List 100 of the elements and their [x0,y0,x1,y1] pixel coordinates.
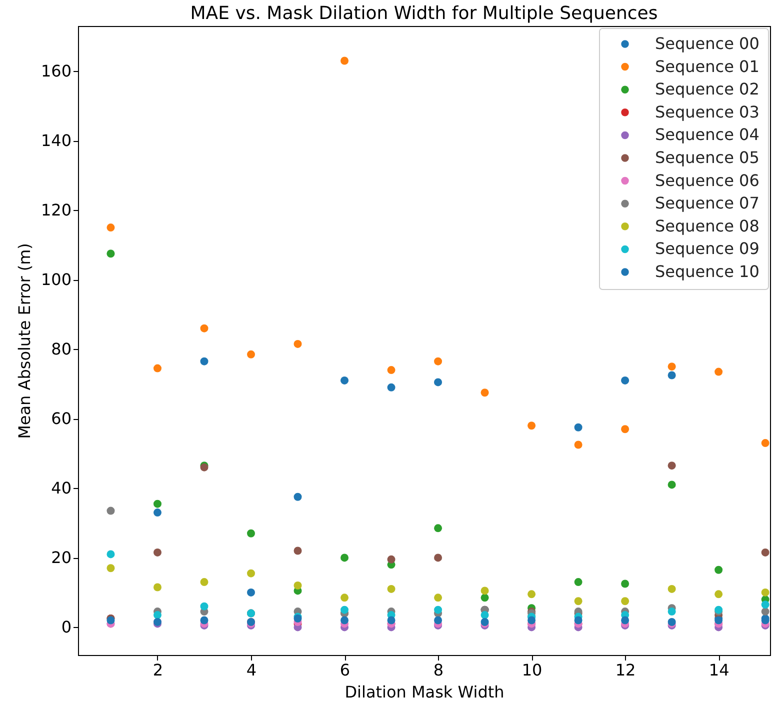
point [387,555,396,564]
point [761,608,770,616]
point [574,423,582,432]
point [340,554,349,562]
point [761,600,770,609]
chart-title: MAE vs. Mask Dilation Width for Multiple Sequences [190,3,658,24]
point [340,56,349,65]
y-tick-label: 100 [40,270,72,290]
point [528,422,536,430]
point [106,250,115,258]
point [387,383,396,392]
point [153,583,162,592]
legend-label: Sequence 07 [655,194,760,213]
legend-label: Sequence 10 [655,262,760,281]
point [621,597,630,606]
legend-label: Sequence 05 [655,148,760,167]
point [247,350,255,358]
y-tick-label: 140 [40,131,72,150]
point [621,376,630,384]
point [574,578,582,586]
point [340,606,349,614]
point [434,357,442,366]
y-tick-label: 20 [51,548,72,568]
legend-label: Sequence 06 [655,170,760,190]
point [340,376,349,384]
point [714,566,723,574]
point [668,371,676,380]
point [153,508,162,517]
point [480,388,489,397]
point [294,582,302,590]
x-axis-title: Dilation Mask Width [344,682,504,702]
x-tick-label: 8 [433,660,444,680]
point [480,611,489,620]
point [480,586,489,595]
point [106,564,115,572]
point [480,594,489,602]
point [200,578,208,586]
point [434,606,442,614]
legend-label: Sequence 08 [655,216,760,236]
y-tick-label: 160 [40,62,72,81]
point [434,524,442,532]
y-tick-label: 120 [40,200,72,220]
point [247,588,255,596]
point [294,546,302,555]
point [574,597,582,606]
point [528,590,536,598]
point [434,594,442,602]
point [574,616,582,624]
point [668,480,676,489]
point [153,611,162,620]
point [434,616,442,624]
point [668,608,676,616]
point [528,616,536,624]
legend-label: Sequence 03 [655,102,760,122]
point [434,554,442,562]
point [200,602,208,610]
x-tick-label: 10 [522,660,542,680]
point [153,548,162,556]
point [106,506,115,515]
point [387,366,396,374]
point [387,584,396,593]
point [340,616,349,624]
point [668,362,676,371]
point [574,440,582,449]
point [106,224,115,232]
legend-label: Sequence 09 [655,239,760,258]
point [294,340,302,348]
legend-label: Sequence 01 [655,56,760,76]
point [106,550,115,558]
point [668,462,676,470]
point [761,548,770,556]
y-tick-label: 80 [51,340,72,359]
point [761,439,770,448]
x-tick-label: 6 [340,660,350,680]
point [200,357,208,366]
point [153,364,162,372]
point [340,594,349,602]
y-tick-label: 0 [61,618,72,637]
point [714,590,723,598]
y-axis-title: Mean Absolute Error (m) [14,243,34,439]
x-tick-label: 4 [246,660,257,680]
point [434,378,442,386]
point [247,529,255,538]
point [761,588,770,596]
point [387,616,396,624]
point [200,324,208,332]
legend-label: Sequence 02 [655,80,760,99]
x-tick-label: 12 [615,660,636,680]
legend-label: Sequence 04 [655,125,760,144]
point [621,580,630,588]
y-tick-label: 60 [51,409,72,428]
point [668,584,676,593]
y-tick-label: 40 [51,478,72,498]
point [714,368,723,376]
point [153,500,162,508]
point [621,425,630,434]
point [247,569,255,578]
legend-label: Sequence 00 [655,34,760,53]
x-tick-label: 14 [708,660,730,680]
point [200,616,208,624]
